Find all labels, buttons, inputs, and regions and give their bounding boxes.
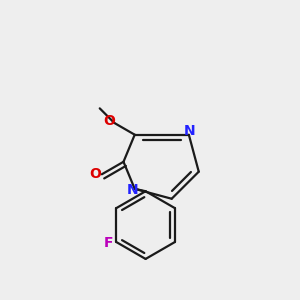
Text: F: F	[104, 236, 114, 250]
Text: N: N	[184, 124, 196, 138]
Text: O: O	[103, 114, 115, 128]
Text: N: N	[127, 183, 138, 197]
Text: O: O	[89, 167, 101, 181]
